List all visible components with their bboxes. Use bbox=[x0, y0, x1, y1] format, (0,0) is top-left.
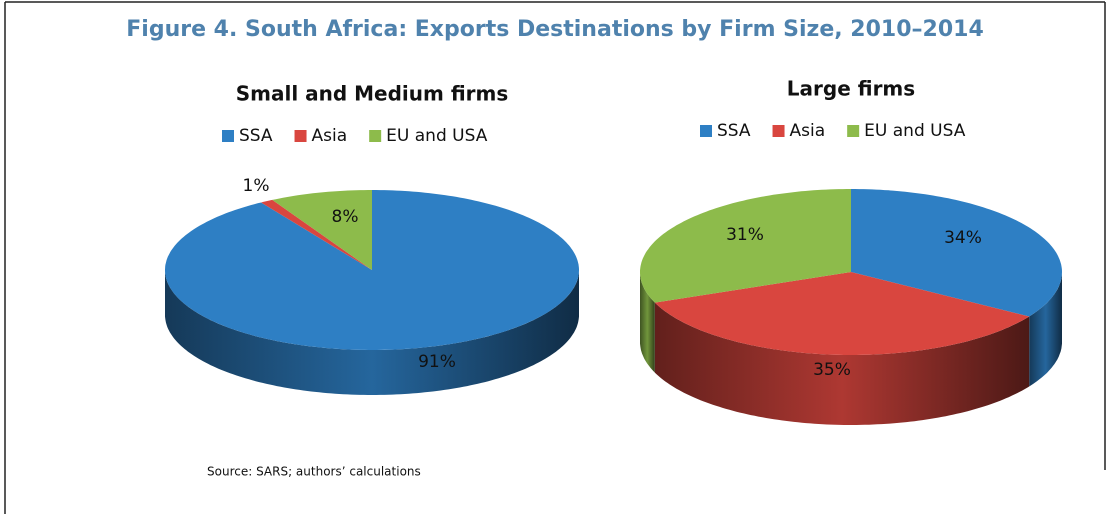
legend-swatch bbox=[222, 130, 234, 142]
chart-subtitle: Large firms bbox=[787, 77, 915, 101]
pie-slice bbox=[654, 272, 1030, 355]
data-label: 8% bbox=[332, 207, 359, 227]
legend-swatch bbox=[847, 125, 860, 137]
data-label: 91% bbox=[418, 352, 456, 372]
legend-swatch bbox=[369, 130, 382, 142]
legend-label: SSA bbox=[717, 121, 751, 141]
data-label: 34% bbox=[944, 228, 982, 248]
slice-side bbox=[165, 270, 579, 395]
data-label: 31% bbox=[726, 225, 764, 245]
slice-side bbox=[654, 302, 1030, 425]
chart-subtitle: Small and Medium firms bbox=[236, 82, 509, 106]
pie-slice bbox=[261, 199, 372, 270]
data-label: 35% bbox=[813, 360, 851, 380]
slice-side bbox=[1029, 272, 1062, 387]
figure-title: Figure 4. South Africa: Exports Destinat… bbox=[126, 17, 984, 42]
legend-swatch bbox=[294, 130, 307, 142]
source-note: Source: SARS; authors’ calculations bbox=[207, 465, 421, 479]
pie-slice bbox=[640, 189, 851, 303]
data-label: 1% bbox=[243, 176, 270, 196]
legend-swatch bbox=[700, 125, 712, 137]
legend-label: SSA bbox=[239, 126, 273, 146]
pie-slice bbox=[851, 189, 1062, 317]
legend-label: Asia bbox=[312, 126, 348, 146]
legend-label: EU and USA bbox=[864, 121, 966, 141]
legend-label: EU and USA bbox=[386, 126, 488, 146]
slice-side bbox=[640, 272, 655, 373]
legend-label: Asia bbox=[790, 121, 826, 141]
pie-slice bbox=[272, 190, 372, 270]
legend-swatch bbox=[772, 125, 785, 137]
